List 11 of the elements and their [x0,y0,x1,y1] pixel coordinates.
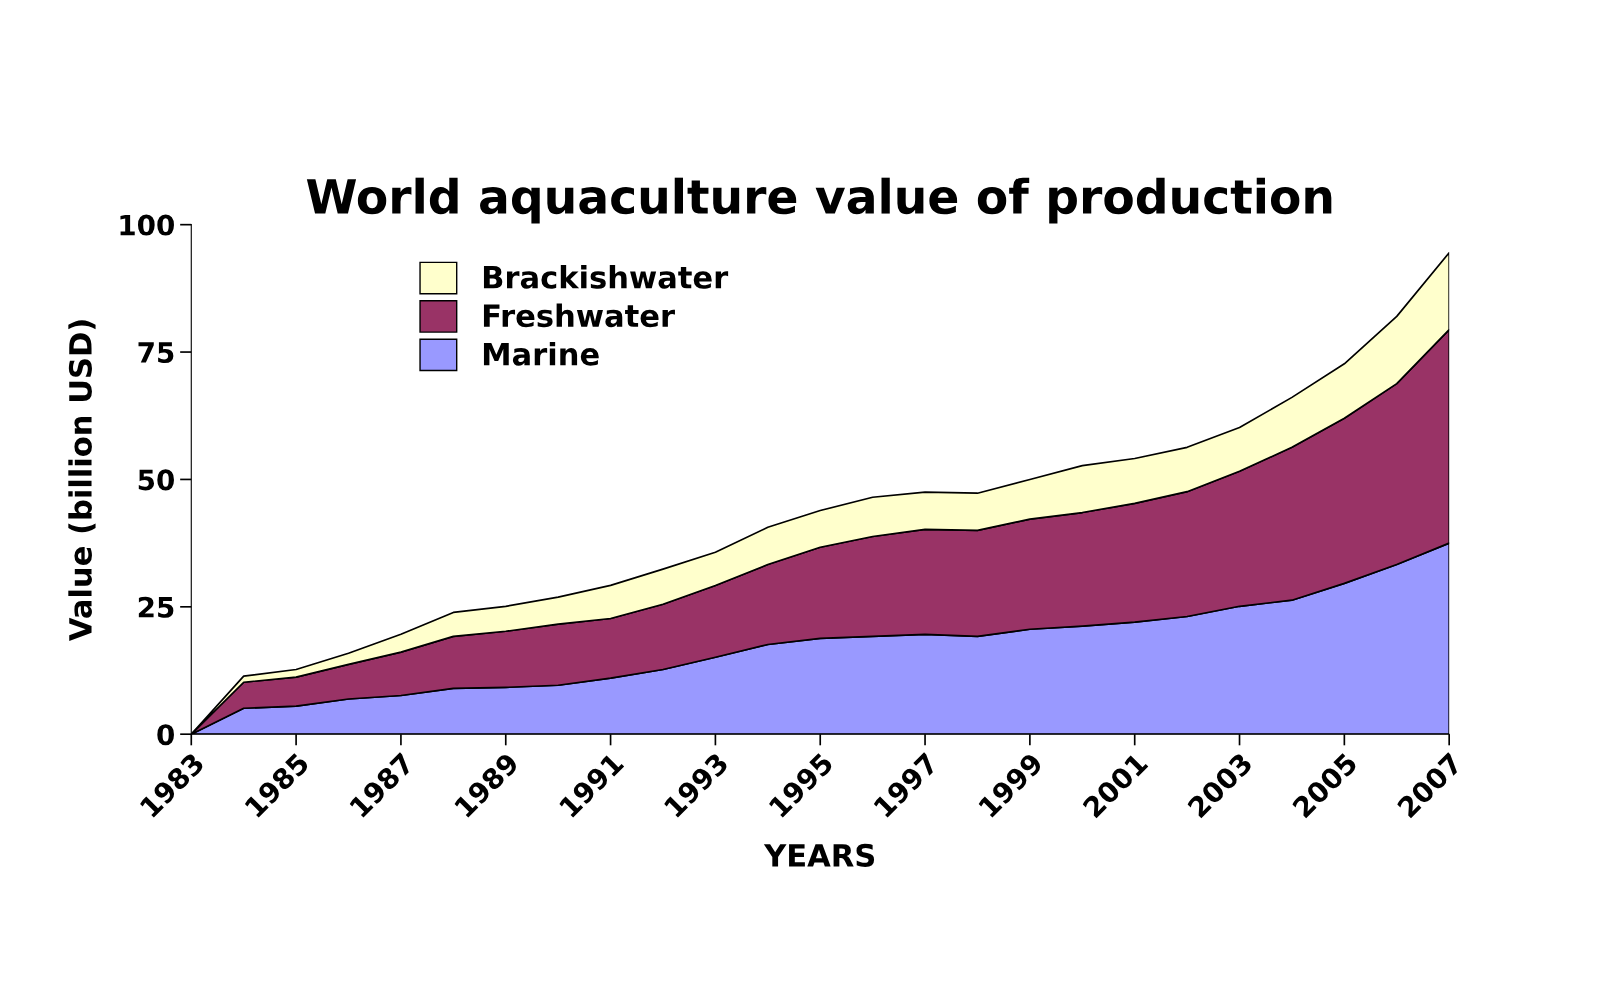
y-tick-label: 100 [120,214,174,236]
legend-label: Brackishwater [483,265,729,289]
chart-title: World aquaculture value of production [306,177,1332,224]
y-tick-label: 50 [138,469,174,491]
legend-label: Freshwater [483,303,675,328]
x-axis-title: YEARS [763,843,875,867]
y-tick-label: 75 [138,342,174,363]
legend-label: Marine [483,341,599,366]
y-tick-label: 0 [157,724,174,746]
y-axis-title: Value (billion USD) [68,320,96,642]
y-tick-label: 25 [138,596,174,618]
